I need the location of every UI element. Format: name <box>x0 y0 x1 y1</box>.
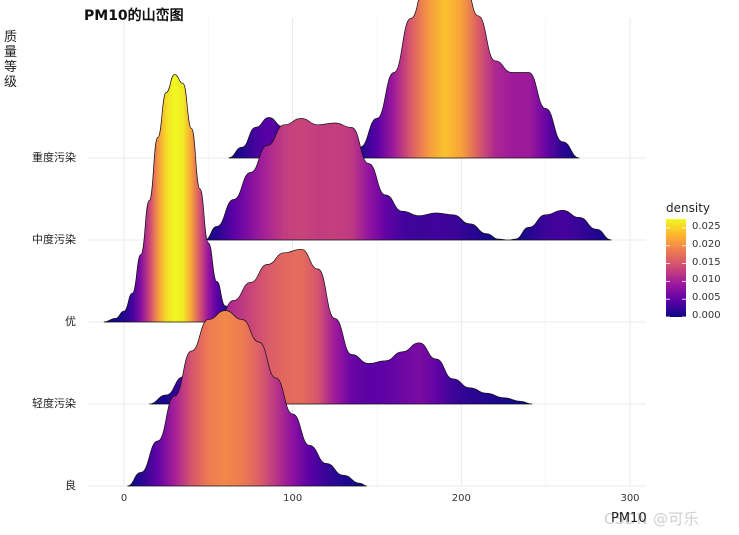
legend-tick-label: 0.025 <box>692 220 721 232</box>
watermark: CSDN @可乐 <box>604 510 699 528</box>
legend-tick-label: 0.010 <box>692 274 721 286</box>
ridge-优 <box>103 74 251 323</box>
x-axis-label: PM10 <box>611 511 647 526</box>
legend-tick-label: 0.015 <box>692 256 721 268</box>
legend-tick-label: 0.000 <box>692 310 721 321</box>
legend-title: density <box>666 201 710 215</box>
chart-title: PM10的山峦图 <box>84 8 184 24</box>
legend-colorbar-rect <box>666 219 686 317</box>
y-category-label: 良 <box>65 479 76 492</box>
x-tick-label: 300 <box>620 493 640 504</box>
y-category-label: 优 <box>65 315 76 328</box>
ridge-良 <box>127 310 367 487</box>
legend-tick-label: 0.020 <box>692 238 721 250</box>
x-tick-label: 200 <box>451 493 471 504</box>
y-category-label: 中度污染 <box>32 233 76 246</box>
x-tick-label: 0 <box>120 493 128 504</box>
ridge-中度污染 <box>204 118 612 241</box>
legend-tick-label: 0.005 <box>692 292 721 304</box>
ridges <box>103 0 612 487</box>
y-category-label: 轻度污染 <box>32 397 76 410</box>
x-tick-label: 100 <box>283 493 303 504</box>
y-axis-label: 质量等级 <box>4 30 18 90</box>
legend-colorbar <box>666 219 686 318</box>
y-category-label: 重度污染 <box>32 151 76 164</box>
